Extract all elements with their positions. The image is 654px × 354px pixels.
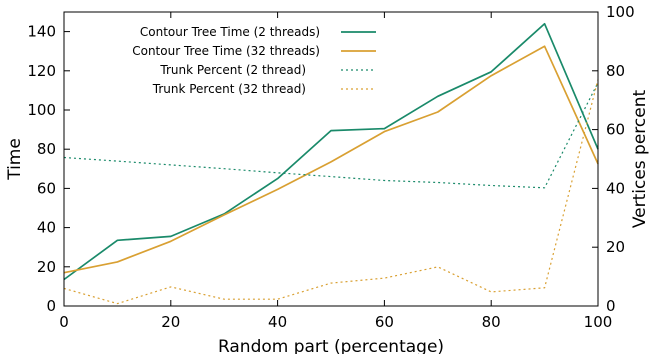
x-tick-label: 20 <box>161 313 180 331</box>
legend-label: Trunk Percent (32 thread) <box>152 82 306 96</box>
series-line-4 <box>63 79 599 305</box>
x-axis-ticks: 0 20 40 60 80 100 <box>59 12 612 331</box>
x-tick-label: 60 <box>375 313 394 331</box>
right-y-axis-ticks: 0 20 40 60 80 100 <box>592 3 635 315</box>
x-tick-label: 0 <box>59 313 69 331</box>
left-y-tick-label: 120 <box>27 62 56 80</box>
series-line-1 <box>63 22 599 281</box>
right-y-tick-label: 60 <box>606 121 625 139</box>
left-y-tick-label: 140 <box>27 23 56 41</box>
x-tick-label: 40 <box>268 313 287 331</box>
x-axis-label: Random part (percentage) <box>218 337 444 354</box>
right-y-tick-label: 0 <box>606 297 616 315</box>
left-y-tick-label: 20 <box>37 258 56 276</box>
left-y-tick-label: 100 <box>27 101 56 119</box>
left-y-axis-ticks: 0 20 40 60 80 100 120 140 <box>27 23 70 315</box>
x-tick-label: 100 <box>584 313 613 331</box>
series-line-3 <box>63 82 599 189</box>
left-y-axis-label: Time <box>5 138 25 181</box>
plot-frame <box>63 11 599 307</box>
left-y-tick-label: 40 <box>37 219 56 237</box>
x-tick-label: 80 <box>482 313 501 331</box>
right-y-tick-label: 20 <box>606 238 625 256</box>
legend-label: Contour Tree Time (2 threads) <box>140 25 320 39</box>
legend-label: Trunk Percent (2 thread) <box>159 63 306 77</box>
legend-label: Contour Tree Time (32 threads) <box>132 44 320 58</box>
series-line-2 <box>63 45 599 274</box>
right-y-tick-label: 40 <box>606 179 625 197</box>
left-y-tick-label: 0 <box>46 297 56 315</box>
right-y-tick-label: 80 <box>606 62 625 80</box>
legend: Contour Tree Time (2 threads) Contour Tre… <box>132 25 376 96</box>
series-lines <box>63 22 599 305</box>
left-y-tick-label: 60 <box>37 179 56 197</box>
left-y-tick-label: 80 <box>37 140 56 158</box>
right-y-tick-label: 100 <box>606 3 635 21</box>
right-y-axis-label: Vertices percent <box>630 90 650 229</box>
